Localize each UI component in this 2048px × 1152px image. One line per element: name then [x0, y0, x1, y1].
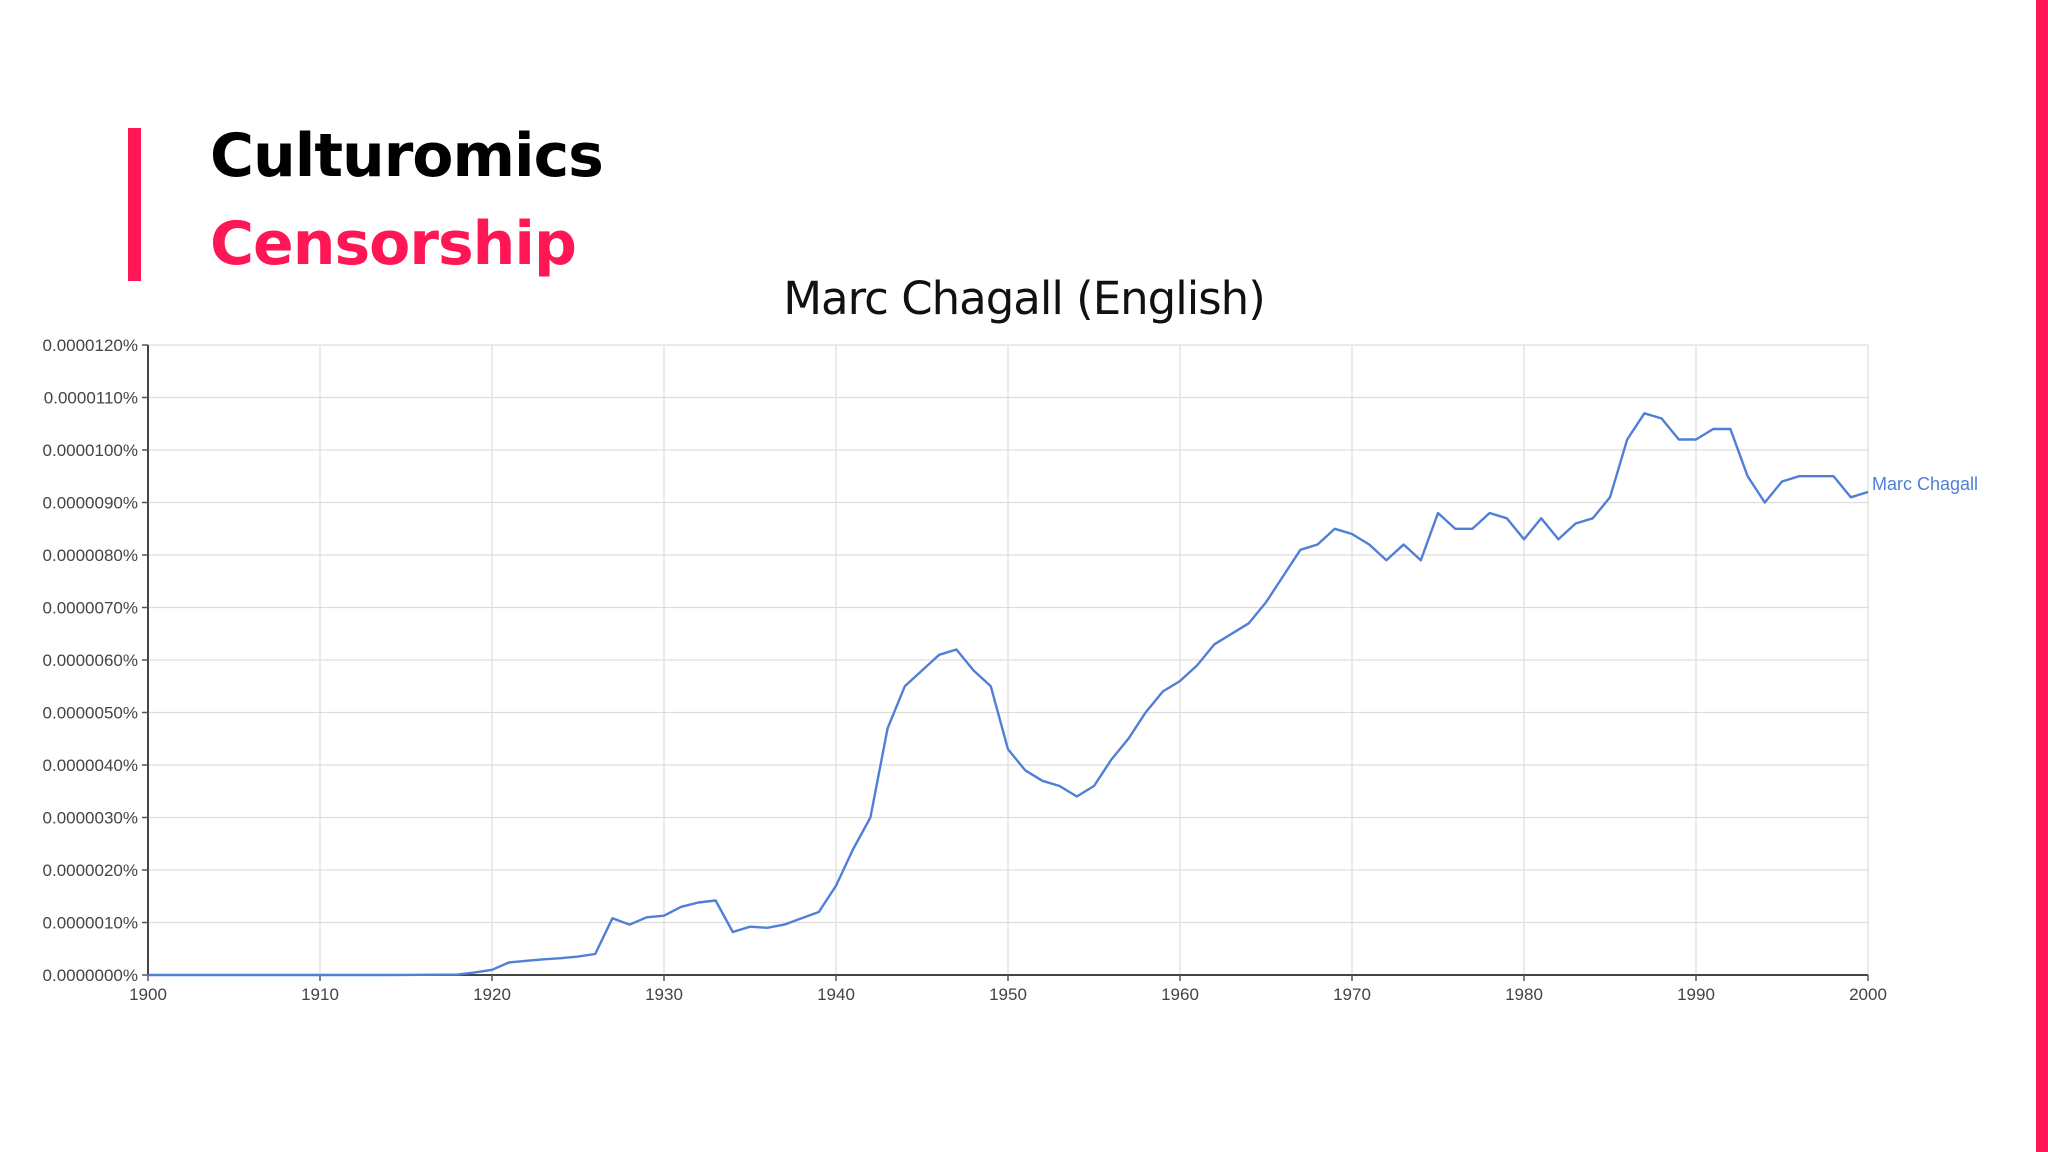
- y-tick-label: 0.0000100%: [43, 441, 138, 460]
- y-tick-label: 0.0000110%: [44, 389, 138, 408]
- series-label: Marc Chagall: [1872, 474, 1978, 494]
- chart-grid: [147, 344, 1869, 976]
- x-tick-label: 1980: [1505, 985, 1543, 1004]
- x-tick-label: 1900: [129, 985, 167, 1004]
- page-subtitle: Censorship: [210, 209, 577, 279]
- y-tick-label: 0.0000060%: [43, 651, 138, 670]
- y-tick-label: 0.0000070%: [43, 599, 138, 618]
- y-axis-ticks: 0.0000000% 0.0000010% 0.0000020% 0.0000030%…: [43, 336, 148, 985]
- y-tick-label: 0.0000090%: [43, 494, 138, 513]
- y-tick-label: 0.0000020%: [43, 861, 138, 880]
- y-tick-label: 0.0000000%: [43, 966, 138, 985]
- title-accent-bar: [128, 128, 141, 281]
- y-tick-label: 0.0000050%: [43, 704, 138, 723]
- x-tick-label: 1930: [645, 985, 683, 1004]
- chart-title: Marc Chagall (English): [783, 272, 1266, 325]
- y-tick-label: 0.0000080%: [43, 546, 138, 565]
- y-tick-label: 0.0000030%: [43, 809, 138, 828]
- x-axis-ticks: 1900 1910 1920 1930 1940 1950 1960 1970 1980 1990…: [129, 975, 1887, 1004]
- right-accent-stripe: [2036, 0, 2048, 1152]
- x-tick-label: 1970: [1333, 985, 1371, 1004]
- y-tick-label: 0.0000120%: [43, 336, 138, 355]
- x-tick-label: 1940: [817, 985, 855, 1004]
- y-tick-label: 0.0000010%: [43, 914, 138, 933]
- series-line-marc-chagall: [148, 412, 1869, 977]
- page-title: Culturomics: [210, 121, 604, 191]
- x-tick-label: 1920: [473, 985, 511, 1004]
- x-tick-label: 1960: [1161, 985, 1199, 1004]
- x-tick-label: 2000: [1849, 985, 1887, 1004]
- y-tick-label: 0.0000040%: [43, 756, 138, 775]
- series-layer: Marc Chagall: [148, 412, 1978, 977]
- x-tick-label: 1990: [1677, 985, 1715, 1004]
- x-tick-label: 1910: [301, 985, 339, 1004]
- x-tick-label: 1950: [989, 985, 1027, 1004]
